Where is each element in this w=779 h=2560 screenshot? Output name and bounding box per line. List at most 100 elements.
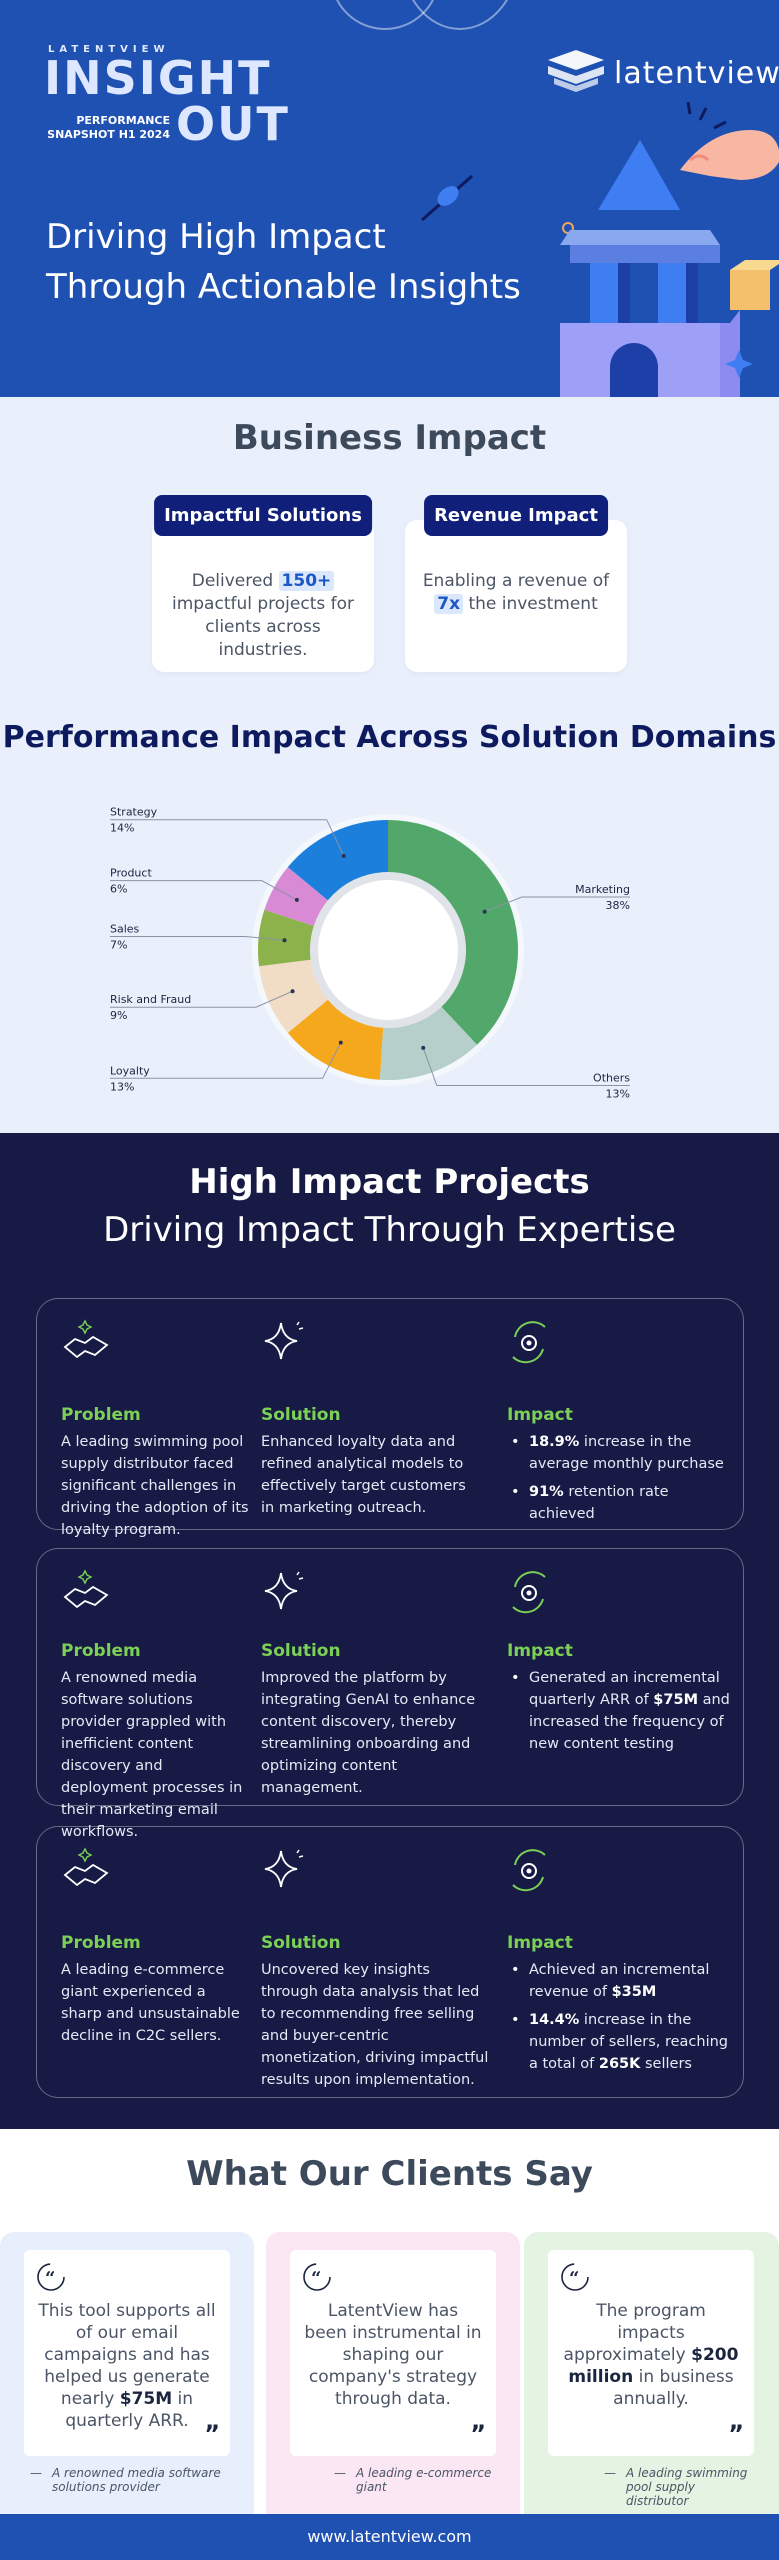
footer-bar: www.latentview.com (0, 2514, 779, 2560)
quote-text-pre: LatentView has been instrumental in shap… (304, 2301, 482, 2409)
slice-value-label: 6% (110, 883, 127, 896)
solution-text: Uncovered key insights through data anal… (261, 1962, 489, 2088)
impact-item: 14.4% increase in the number of sellers,… (507, 2009, 737, 2075)
card-text-pre: Enabling a revenue of (422, 571, 610, 591)
donut-slice-sales (258, 909, 314, 967)
handshake-icon (63, 1847, 109, 1887)
leader-dot (338, 1040, 343, 1045)
slice-label: Sales (110, 922, 140, 935)
close-quote-icon: ” (204, 2420, 220, 2448)
quote-text-pre: This tool supports all of our email camp… (38, 2301, 216, 2409)
quote-text: The program impacts approximately $200 m… (562, 2300, 740, 2410)
sparkle-icon (264, 1849, 304, 1888)
card-text-pre: Delivered (191, 571, 274, 591)
quote-attribution: — A leading swimming pool supply distribu… (604, 2466, 759, 2508)
slice-label: Strategy (110, 806, 158, 819)
slice-value-label: 38% (606, 899, 630, 912)
impact-bold: $75M (653, 1692, 698, 1708)
svg-text:“: “ (311, 2268, 321, 2289)
slice-value-label: 7% (110, 938, 127, 951)
donut-slice-risk-and-fraud (259, 959, 328, 1033)
leader-line (110, 819, 345, 857)
quote-bold: $200 million (568, 2345, 739, 2387)
headline-line-2: Through Actionable Insights (46, 267, 521, 307)
projects-title: High Impact Projects (189, 1162, 590, 1202)
slice-value-label: 9% (110, 1009, 127, 1022)
impact-text: Generated an incremental quarterly ARR o… (529, 1670, 720, 1708)
impact-label: Impact (507, 1405, 573, 1425)
svg-text:“: “ (569, 2268, 579, 2289)
impact-card: Impactful Solutions Delivered 150+ impac… (152, 495, 374, 672)
slice-value-label: 13% (110, 1080, 134, 1093)
impact-text: and increased the frequency of new conte… (529, 1692, 730, 1752)
slice-value-label: 14% (110, 822, 134, 835)
leader-line (110, 880, 298, 901)
solution-label: Solution (261, 1405, 341, 1425)
testimonial-panel: “ This tool supports all of our email ca… (0, 2232, 254, 2514)
donut-slice-strategy (287, 820, 388, 901)
projects-subtitle: Driving Impact Through Expertise (103, 1210, 676, 1250)
problem-label: Problem (61, 1405, 141, 1425)
impact-bold: $35M (611, 1984, 657, 2000)
slice-label: Others (593, 1071, 630, 1084)
impact-item: Achieved an incremental revenue of $35M (507, 1959, 737, 2003)
impact-text: increase in the number of sellers, reach… (529, 2012, 729, 2072)
impact-text: increase in the average monthly purchase (529, 1434, 724, 1472)
close-quote-icon: ” (728, 2420, 744, 2448)
slice-label: Product (110, 867, 152, 880)
hero-headline: Driving High Impact Through Actionable I… (46, 212, 566, 312)
business-impact-title: Business Impact (232, 418, 547, 458)
quote-box: “ The program impacts approximately $200… (548, 2250, 754, 2456)
impact-item: Generated an incremental quarterly ARR o… (507, 1667, 737, 1755)
quote-bold: $75M (119, 2389, 173, 2409)
leader-line (484, 896, 630, 913)
website-link[interactable]: www.latentview.com (307, 2527, 472, 2546)
snapshot-label: PERFORMANCE SNAPSHOT H1 2024 (46, 114, 170, 142)
solution-text: Enhanced loyalty data and refined analyt… (261, 1434, 466, 1516)
impact-bold: 14.4% (529, 2012, 580, 2028)
impact-list: 18.9% increase in the average monthly pu… (507, 1431, 737, 1531)
impact-item: 91% retention rate achieved (507, 1481, 737, 1525)
quote-box: “ LatentView has been instrumental in sh… (290, 2250, 496, 2456)
donut-slice-product (264, 867, 328, 926)
impact-item: 18.9% increase in the average monthly pu… (507, 1431, 737, 1475)
open-quote-icon: “ (561, 2263, 589, 2291)
sparkle-icon (264, 1571, 304, 1610)
quote-text-post: in quarterly ARR. (65, 2389, 194, 2431)
solution-label: Solution (261, 1641, 341, 1661)
impact-text: sellers (640, 2056, 692, 2072)
building-blocks-illustration (560, 101, 779, 397)
problem-label: Problem (61, 1641, 141, 1661)
quote-text: LatentView has been instrumental in shap… (304, 2300, 482, 2410)
slice-label: Loyalty (110, 1064, 150, 1077)
attribution-text: A leading swimming pool supply distribut… (626, 2466, 748, 2508)
impact-bold: 265K (598, 2056, 641, 2072)
donut-slice-loyalty (287, 999, 384, 1080)
headline-line-1: Driving High Impact (46, 217, 386, 257)
quote-text-post: in business annually. (613, 2367, 734, 2409)
problem-label: Problem (61, 1933, 141, 1953)
leader-dot (341, 853, 346, 858)
leader-dot (421, 1045, 426, 1050)
quote-text-pre: The program impacts approximately (563, 2301, 706, 2365)
impact-card-tag: Impactful Solutions (154, 495, 372, 536)
donut-hole (318, 880, 458, 1020)
sparkle-icon (264, 1321, 304, 1360)
quote-text: This tool supports all of our email camp… (38, 2300, 216, 2432)
impact-card-text: Delivered 150+ impactful projects for cl… (164, 570, 362, 662)
card-highlight: 150+ (278, 571, 335, 591)
insight-wordmark: INSIGHT (44, 51, 272, 105)
testimonial-panel: “ The program impacts approximately $200… (524, 2232, 779, 2514)
impact-text: retention rate achieved (529, 1484, 669, 1522)
slice-value-label: 13% (606, 1087, 630, 1100)
clients-title: What Our Clients Say (186, 2154, 593, 2194)
card-highlight: 7x (434, 594, 464, 614)
logo-wordmark: latentview (614, 56, 779, 91)
problem-text: A leading e-commerce giant experienced a… (61, 1962, 240, 2044)
card-text-post: impactful projects for clients across in… (171, 594, 355, 660)
solution-text: Improved the platform by integrating Gen… (261, 1670, 476, 1796)
impact-card-text: Enabling a revenue of 7x the investment (417, 570, 615, 616)
open-quote-icon: “ (303, 2263, 331, 2291)
card-text-post: the investment (468, 594, 598, 614)
domain-donut-chart: Marketing 38% Others 13% Loyalty 13% Risk and … (100, 790, 680, 1110)
